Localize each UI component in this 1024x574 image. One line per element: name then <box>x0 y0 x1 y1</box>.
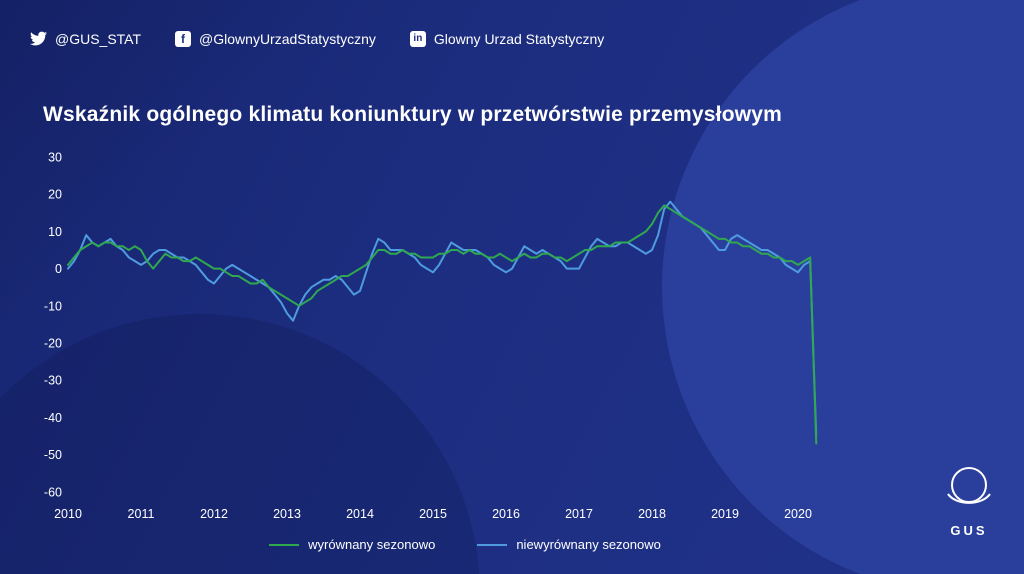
svg-text:30: 30 <box>48 151 62 165</box>
svg-text:2011: 2011 <box>128 507 155 521</box>
svg-text:2017: 2017 <box>565 507 593 521</box>
linkedin-handle: Glowny Urzad Statystyczny <box>433 30 605 47</box>
svg-text:-20: -20 <box>44 337 62 351</box>
facebook-link[interactable]: f @GlownyUrzadStatystyczny <box>175 30 376 47</box>
svg-text:2014: 2014 <box>346 507 374 521</box>
legend-item-unadjusted: niewyrównany sezonowo <box>477 537 661 552</box>
legend-label-seasonally-adjusted: wyrównany sezonowo <box>308 537 436 552</box>
chart-area: 30 20 10 0 -10 -20 -30 -40 -50 -60 2010 2011 2012 201… <box>24 141 930 536</box>
svg-text:2018: 2018 <box>638 507 666 521</box>
twitter-link[interactable]: @GUS_STAT <box>30 30 141 47</box>
svg-text:2019: 2019 <box>711 507 739 521</box>
svg-text:-10: -10 <box>44 299 62 313</box>
svg-text:-60: -60 <box>44 485 62 499</box>
svg-text:20: 20 <box>48 188 62 202</box>
legend-label-unadjusted: niewyrównany sezonowo <box>516 537 661 552</box>
svg-text:-30: -30 <box>44 374 62 388</box>
chart-title: Wskaźnik ogólnego klimatu koniunktury w … <box>43 103 783 126</box>
svg-text:2020: 2020 <box>784 507 812 521</box>
social-bar: @GUS_STAT f @GlownyUrzadStatystyczny in … <box>30 30 604 47</box>
gus-logo-text: GUS <box>950 523 988 538</box>
legend-swatch-blue <box>477 543 508 546</box>
twitter-handle: @GUS_STAT <box>55 30 142 47</box>
chart-legend: wyrównany sezonowo niewyrównany sezonowo <box>0 537 930 552</box>
linkedin-link[interactable]: in Glowny Urzad Statystyczny <box>409 30 605 47</box>
svg-text:0: 0 <box>55 262 62 276</box>
svg-text:2016: 2016 <box>492 507 520 521</box>
linkedin-icon: in <box>409 30 426 47</box>
svg-text:10: 10 <box>48 225 62 239</box>
legend-item-seasonally-adjusted: wyrównany sezonowo <box>269 537 435 552</box>
gus-globe-icon <box>947 467 991 504</box>
twitter-icon <box>30 30 47 47</box>
svg-text:2013: 2013 <box>273 507 301 521</box>
svg-text:-40: -40 <box>44 411 62 425</box>
gus-logo: GUS <box>938 464 1000 538</box>
facebook-icon: f <box>175 30 192 47</box>
background-diagonal-decoration <box>0 0 460 360</box>
svg-text:-50: -50 <box>44 448 62 462</box>
svg-text:2010: 2010 <box>54 507 82 521</box>
svg-text:2012: 2012 <box>200 507 228 521</box>
svg-text:2015: 2015 <box>419 507 447 521</box>
legend-swatch-green <box>269 543 300 546</box>
facebook-handle: @GlownyUrzadStatystyczny <box>199 30 376 47</box>
